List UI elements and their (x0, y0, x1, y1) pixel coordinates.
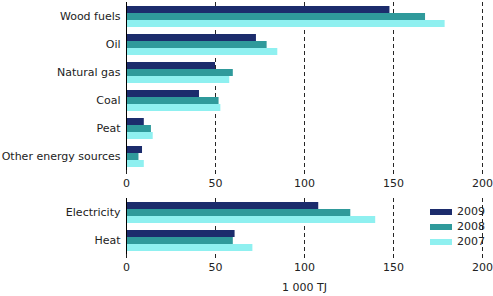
svg-text:150: 150 (383, 177, 404, 190)
svg-text:Coal: Coal (96, 94, 120, 107)
svg-text:50: 50 (209, 261, 223, 274)
html-text:2009: 2009 (457, 205, 485, 218)
svg-text:1 000 TJ: 1 000 TJ (282, 281, 327, 294)
svg-text:200: 200 (472, 261, 493, 274)
svg-text:Wood fuels: Wood fuels (60, 10, 121, 23)
html-text:2007: 2007 (457, 235, 485, 248)
svg-text:Electricity: Electricity (66, 206, 121, 219)
svg-text:200: 200 (472, 177, 493, 190)
svg-text:Natural gas: Natural gas (57, 66, 121, 79)
svg-text:0: 0 (123, 261, 130, 274)
svg-text:0: 0 (123, 177, 130, 190)
svg-text:100: 100 (294, 261, 315, 274)
svg-text:150: 150 (383, 261, 404, 274)
svg-text:Heat: Heat (94, 234, 121, 247)
svg-text:Peat: Peat (96, 122, 121, 135)
svg-text:50: 50 (209, 177, 223, 190)
svg-text:Oil: Oil (106, 38, 121, 51)
svg-text:100: 100 (294, 177, 315, 190)
html-text:2008: 2008 (457, 220, 485, 233)
svg-text:Other energy sources: Other energy sources (2, 150, 121, 163)
